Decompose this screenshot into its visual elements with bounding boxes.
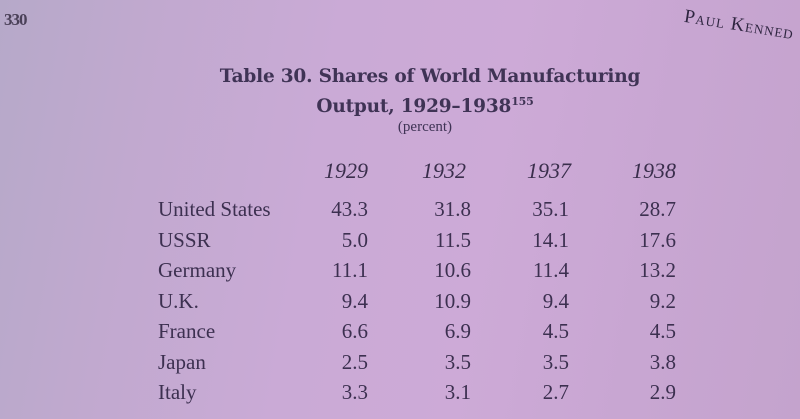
- country-cell: Italy: [158, 380, 197, 405]
- value-cell: 9.2: [649, 288, 676, 313]
- value-cell: 13.2: [639, 258, 676, 283]
- header-year: 1937: [527, 158, 571, 183]
- value-cell: 4.5: [542, 319, 569, 344]
- table-row: Germany 11.1 10.6 11.4 13.2: [158, 255, 676, 286]
- value-cell: 2.7: [542, 380, 569, 405]
- value-cell: 9.4: [341, 288, 368, 313]
- table-subtitle-text: Output, 1929–1938: [316, 96, 512, 117]
- value-cell: 6.9: [444, 319, 471, 344]
- table-unit: (percent): [397, 119, 453, 135]
- value-cell: 3.3: [341, 380, 368, 405]
- running-head: Paul Kenned: [682, 6, 796, 45]
- page-number: 330: [4, 10, 27, 29]
- footnote-reference: 155: [511, 95, 534, 108]
- value-cell: 5.0: [341, 227, 368, 252]
- value-cell: 28.7: [639, 197, 676, 222]
- country-cell: USSR: [158, 227, 211, 252]
- value-cell: 9.4: [542, 288, 569, 313]
- table-row: U.K. 9.4 10.9 9.4 9.2: [158, 286, 676, 317]
- value-cell: 6.6: [341, 319, 368, 344]
- value-cell: 43.3: [331, 197, 368, 222]
- value-cell: 3.1: [444, 380, 471, 405]
- value-cell: 3.5: [542, 349, 569, 374]
- country-cell: Germany: [158, 258, 237, 283]
- country-cell: United States: [158, 197, 271, 222]
- value-cell: 2.9: [649, 380, 676, 405]
- header-year: 1932: [422, 158, 466, 183]
- table-row: Japan 2.5 3.5 3.5 3.8: [158, 347, 676, 378]
- header-year: 1929: [324, 158, 368, 183]
- table-title: Table 30. Shares of World Manufacturing: [219, 66, 641, 87]
- value-cell: 3.8: [649, 349, 676, 374]
- manufacturing-shares-table: 1929 1932 1937 1938 United States 43.3 3…: [158, 158, 676, 408]
- value-cell: 14.1: [532, 227, 569, 252]
- table-caption: Table 30. Shares of World Manufacturing …: [150, 64, 700, 136]
- country-cell: Japan: [158, 349, 206, 374]
- table-row: USSR 5.0 11.5 14.1 17.6: [158, 225, 676, 256]
- value-cell: 3.5: [444, 349, 471, 374]
- value-cell: 17.6: [639, 227, 676, 252]
- table-row: France 6.6 6.9 4.5 4.5: [158, 316, 676, 347]
- country-cell: U.K.: [158, 288, 199, 313]
- value-cell: 31.8: [434, 197, 471, 222]
- value-cell: 4.5: [649, 319, 676, 344]
- header-country: [158, 158, 323, 194]
- value-cell: 10.6: [434, 258, 471, 283]
- header-row: 1929 1932 1937 1938: [158, 158, 676, 194]
- value-cell: 35.1: [532, 197, 569, 222]
- table-subtitle: Output, 1929–1938155: [150, 90, 700, 119]
- value-cell: 10.9: [434, 288, 471, 313]
- country-cell: France: [158, 319, 216, 344]
- value-cell: 11.5: [435, 227, 471, 252]
- value-cell: 11.4: [533, 258, 569, 283]
- value-cell: 11.1: [332, 258, 368, 283]
- table-row: Italy 3.3 3.1 2.7 2.9: [158, 377, 676, 408]
- header-year: 1938: [632, 158, 676, 183]
- value-cell: 2.5: [341, 349, 368, 374]
- table-row: United States 43.3 31.8 35.1 28.7: [158, 194, 676, 225]
